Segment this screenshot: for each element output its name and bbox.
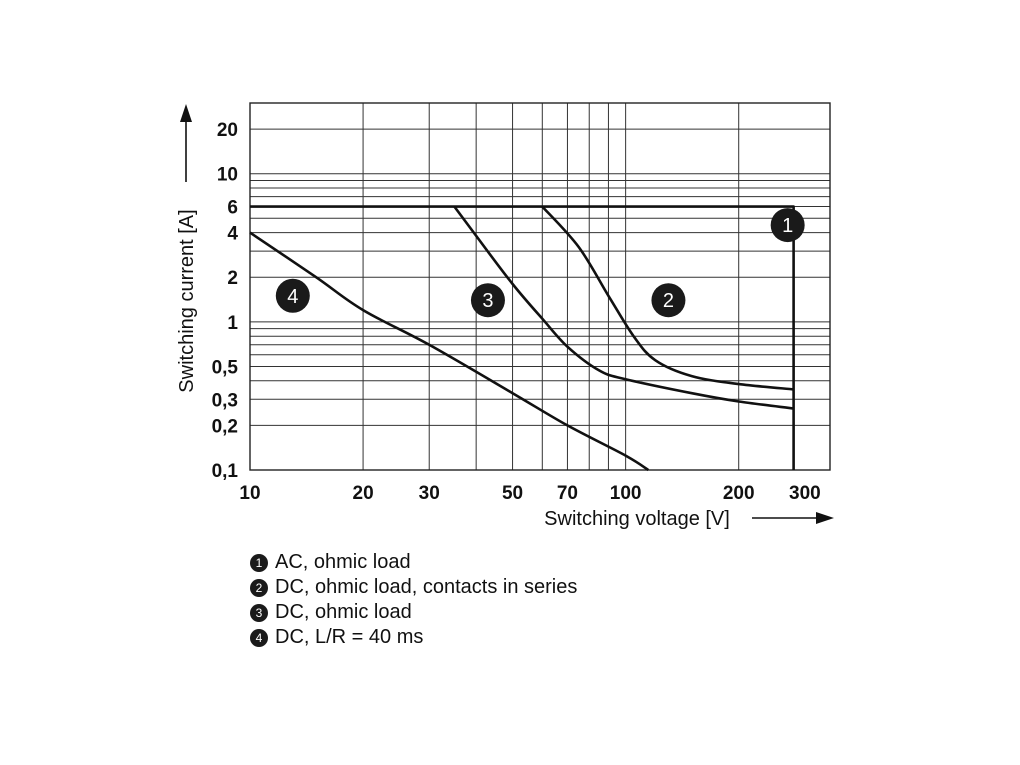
legend-badge: 2 bbox=[250, 578, 268, 597]
series-marker-circle bbox=[470, 283, 505, 318]
y-tick-label: 0,2 bbox=[212, 416, 238, 437]
legend-badge: 3 bbox=[250, 603, 268, 622]
y-tick-label: 4 bbox=[227, 224, 238, 245]
series-marker-2: 2 bbox=[651, 283, 686, 318]
legend-label: DC, L/R = 40 ms bbox=[275, 626, 424, 648]
x-axis-title-group: Switching voltage [V] bbox=[544, 508, 834, 530]
series-line-4 bbox=[249, 231, 650, 472]
x-tick-label: 20 bbox=[353, 483, 374, 504]
x-axis-title: Switching voltage [V] bbox=[544, 508, 730, 530]
x-tick-label: 70 bbox=[557, 483, 578, 504]
x-tick-label: 100 bbox=[610, 483, 642, 504]
legend-label: DC, ohmic load, contacts in series bbox=[275, 576, 578, 598]
series-marker-label: 3 bbox=[482, 290, 493, 312]
legend-item: 3 DC, ohmic load bbox=[250, 600, 577, 625]
y-axis-title-group: Switching current [A] bbox=[176, 104, 198, 393]
legend-item: 1 AC, ohmic load bbox=[250, 550, 577, 575]
x-tick-label: 10 bbox=[239, 483, 260, 504]
x-tick-label: 300 bbox=[789, 483, 821, 504]
y-tick-label: 1 bbox=[227, 313, 238, 334]
series-marker-circle bbox=[275, 278, 310, 313]
plot-frame bbox=[249, 102, 831, 471]
y-axis-title: Switching current [A] bbox=[176, 209, 198, 392]
y-tick-label: 6 bbox=[227, 198, 238, 219]
series-line-2 bbox=[541, 205, 794, 391]
legend-badge: 4 bbox=[250, 628, 268, 647]
y-tick-label: 0,1 bbox=[212, 461, 239, 482]
legend-badge: 1 bbox=[250, 553, 268, 572]
x-tick-label: 200 bbox=[723, 483, 755, 504]
series-marker-circle bbox=[770, 208, 805, 243]
y-tick-label: 2 bbox=[227, 268, 238, 289]
y-tick-label: 0,3 bbox=[212, 390, 238, 411]
series-line-1 bbox=[250, 205, 795, 470]
legend: 1 AC, ohmic load 2 DC, ohmic load, conta… bbox=[250, 550, 577, 650]
legend-label: DC, ohmic load bbox=[275, 601, 412, 623]
y-tick-label: 20 bbox=[217, 120, 238, 141]
series-line-3 bbox=[453, 205, 794, 410]
y-tick-label: 10 bbox=[217, 165, 238, 186]
y-tick-label: 0,5 bbox=[212, 357, 239, 378]
series-marker-label: 2 bbox=[663, 290, 674, 312]
x-tick-label: 50 bbox=[502, 483, 523, 504]
series-markers: 1 2 3 4 bbox=[275, 208, 805, 318]
legend-item: 4 DC, L/R = 40 ms bbox=[250, 625, 577, 650]
legend-item: 2 DC, ohmic load, contacts in series bbox=[250, 575, 577, 600]
series-layer bbox=[249, 205, 795, 472]
series-marker-circle bbox=[651, 283, 686, 318]
series-marker-label: 4 bbox=[287, 286, 298, 308]
series-marker-3: 3 bbox=[470, 283, 505, 318]
series-marker-1: 1 bbox=[770, 208, 805, 243]
x-tick-label: 30 bbox=[419, 483, 440, 504]
series-marker-4: 4 bbox=[275, 278, 310, 313]
x-axis-arrow-icon bbox=[816, 512, 834, 524]
y-axis-arrow-icon bbox=[180, 104, 192, 122]
legend-label: AC, ohmic load bbox=[275, 551, 411, 573]
tick-labels: 0,1 0,2 0,3 0,5 1 2 4 6 10 20 10 20 30 50 70 100 200 300 bbox=[212, 120, 821, 504]
grid bbox=[250, 103, 830, 470]
series-marker-label: 1 bbox=[782, 215, 793, 237]
